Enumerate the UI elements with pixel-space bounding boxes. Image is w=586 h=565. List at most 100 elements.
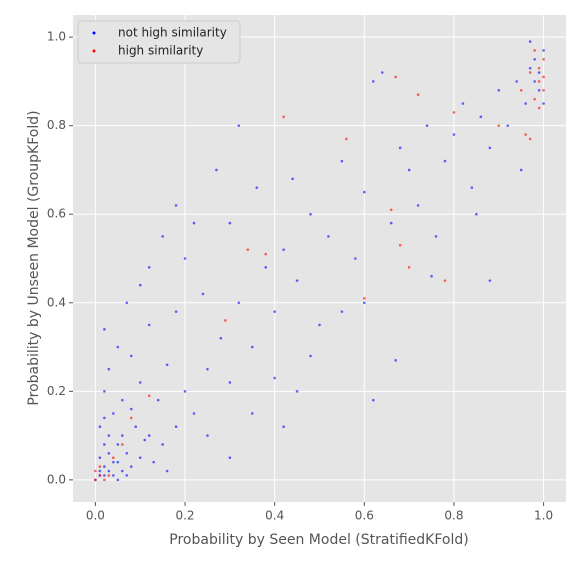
point bbox=[519, 168, 523, 172]
point bbox=[363, 301, 366, 305]
point bbox=[443, 159, 447, 163]
point bbox=[371, 398, 375, 402]
point bbox=[318, 323, 321, 327]
point bbox=[407, 266, 411, 269]
point bbox=[528, 137, 532, 141]
y-axis-label: Probability by Unseen Model (GroupKFold) bbox=[26, 110, 42, 405]
point bbox=[121, 434, 124, 437]
point bbox=[371, 80, 375, 83]
point bbox=[282, 248, 285, 251]
y-tick-label: 0.4 bbox=[47, 295, 66, 309]
point bbox=[129, 407, 133, 411]
point bbox=[174, 204, 178, 207]
point bbox=[125, 474, 129, 477]
point bbox=[152, 460, 155, 464]
point bbox=[98, 469, 102, 473]
legend-box bbox=[77, 20, 241, 64]
point bbox=[398, 243, 402, 247]
point bbox=[183, 257, 187, 260]
point bbox=[537, 66, 541, 70]
point bbox=[515, 80, 518, 83]
point bbox=[537, 88, 541, 92]
point bbox=[147, 434, 151, 437]
point bbox=[138, 283, 142, 287]
point bbox=[129, 416, 133, 420]
point bbox=[112, 474, 115, 477]
point bbox=[183, 390, 187, 393]
point bbox=[98, 456, 102, 460]
point bbox=[143, 438, 147, 442]
y-tick-label: 1.0 bbox=[47, 30, 66, 44]
legend-text: high similarity bbox=[118, 44, 203, 58]
point bbox=[327, 235, 330, 238]
point bbox=[407, 168, 411, 172]
point bbox=[537, 106, 541, 110]
point bbox=[528, 71, 532, 74]
point bbox=[174, 310, 178, 313]
point bbox=[533, 49, 536, 52]
point bbox=[116, 443, 120, 446]
point bbox=[161, 235, 164, 238]
point bbox=[116, 478, 120, 482]
point bbox=[107, 434, 111, 437]
point bbox=[528, 66, 532, 70]
point bbox=[542, 75, 545, 79]
point bbox=[452, 111, 456, 114]
point bbox=[389, 208, 393, 212]
point bbox=[416, 93, 420, 96]
point bbox=[264, 252, 268, 256]
point bbox=[165, 363, 169, 367]
point bbox=[309, 354, 312, 358]
point bbox=[98, 474, 102, 477]
y-tick-label: 0.0 bbox=[47, 472, 66, 486]
point bbox=[224, 319, 227, 322]
point bbox=[519, 88, 523, 92]
point bbox=[125, 301, 129, 305]
point bbox=[537, 80, 541, 83]
point bbox=[138, 456, 142, 460]
point bbox=[125, 452, 129, 455]
point bbox=[161, 443, 164, 446]
point bbox=[121, 398, 124, 402]
point bbox=[237, 301, 241, 305]
point bbox=[103, 443, 106, 446]
point bbox=[389, 221, 393, 225]
point bbox=[192, 221, 196, 225]
point bbox=[250, 345, 254, 349]
point bbox=[354, 257, 357, 260]
x-tick-label: 0.0 bbox=[86, 509, 105, 523]
point bbox=[147, 323, 151, 327]
point bbox=[273, 376, 276, 380]
point bbox=[116, 460, 120, 464]
point bbox=[228, 456, 232, 460]
x-tick-label: 0.2 bbox=[175, 509, 194, 523]
point bbox=[94, 478, 97, 482]
point bbox=[475, 212, 478, 216]
x-axis-label: Probability by Seen Model (StratifiedKFo… bbox=[169, 532, 468, 548]
point bbox=[363, 297, 366, 300]
point bbox=[488, 146, 492, 150]
point bbox=[237, 124, 241, 127]
point bbox=[452, 133, 456, 136]
point bbox=[488, 279, 492, 282]
point bbox=[340, 310, 344, 313]
x-tick-label: 0.4 bbox=[265, 509, 284, 523]
point bbox=[434, 235, 438, 238]
point bbox=[394, 359, 397, 362]
point bbox=[461, 102, 465, 105]
point bbox=[425, 124, 429, 127]
point bbox=[479, 115, 483, 119]
point bbox=[340, 159, 344, 163]
point bbox=[103, 390, 106, 393]
point bbox=[219, 336, 223, 340]
point bbox=[524, 133, 527, 136]
point bbox=[506, 124, 510, 127]
point bbox=[416, 204, 420, 207]
legend-marker bbox=[92, 31, 96, 35]
point bbox=[255, 186, 259, 189]
point bbox=[129, 354, 133, 358]
y-tick-label: 0.6 bbox=[47, 207, 66, 221]
point bbox=[107, 367, 111, 371]
point bbox=[528, 40, 532, 43]
